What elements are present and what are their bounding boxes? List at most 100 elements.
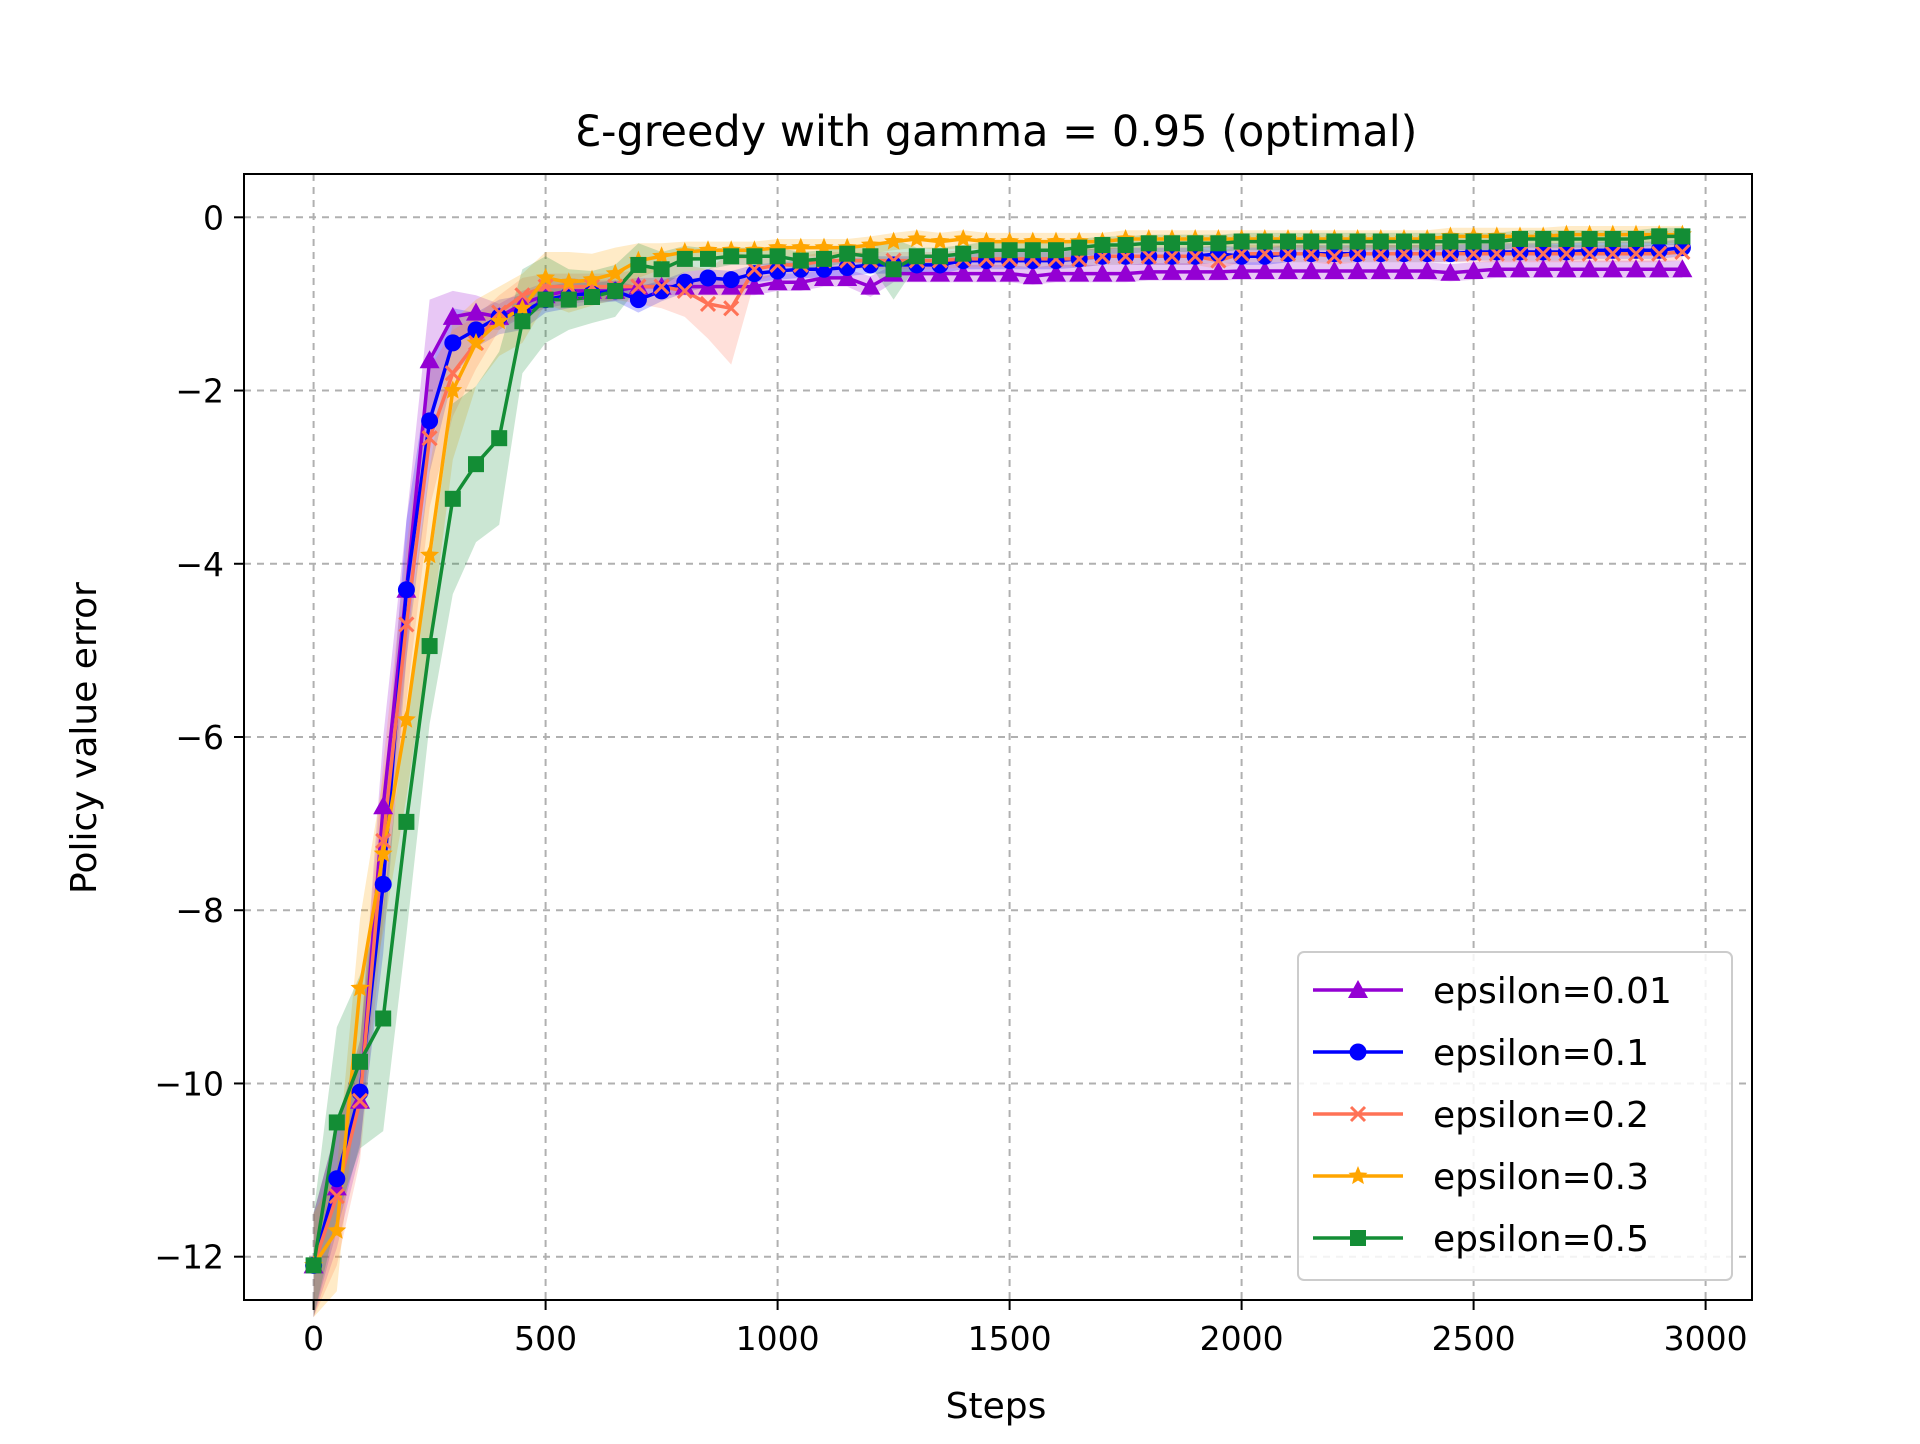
data-point-1 — [722, 271, 740, 289]
data-point-0 — [1486, 259, 1507, 278]
data-point-1 — [769, 262, 787, 280]
data-point-2 — [1674, 243, 1691, 261]
data-point-0 — [860, 276, 881, 295]
data-point-1 — [629, 291, 647, 309]
data-point-0 — [1278, 261, 1298, 280]
data-point-1 — [745, 265, 763, 283]
legend-swatch-marker — [1349, 1043, 1367, 1061]
data-point-3 — [652, 246, 672, 265]
data-point-2 — [398, 616, 415, 633]
data-point-2 — [444, 365, 461, 382]
data-point-3 — [396, 709, 416, 728]
data-point-1 — [1256, 247, 1274, 265]
data-point-4 — [1372, 233, 1389, 250]
data-point-4 — [398, 813, 415, 830]
data-point-0 — [1463, 261, 1484, 280]
data-point-4 — [1442, 233, 1459, 250]
x-tick-label: 1500 — [968, 1319, 1052, 1358]
data-point-2 — [421, 430, 438, 447]
data-point-1 — [676, 273, 694, 291]
data-point-0 — [1626, 259, 1646, 278]
data-point-4 — [1488, 233, 1505, 250]
grid-layer — [244, 174, 1752, 1300]
data-point-3 — [605, 263, 625, 282]
data-point-3 — [953, 229, 973, 248]
data-point-4 — [955, 245, 972, 262]
data-point-2 — [1604, 245, 1621, 262]
y-tick-label: −6 — [175, 718, 224, 757]
data-point-2 — [1140, 248, 1157, 265]
y-axis-title: Policy value error — [64, 582, 105, 894]
data-point-3 — [512, 298, 532, 317]
data-point-1 — [397, 581, 415, 599]
data-point-4 — [1581, 230, 1598, 247]
x-tick-label: 1000 — [736, 1319, 820, 1358]
data-point-0 — [1231, 261, 1252, 280]
data-point-3 — [907, 229, 927, 248]
data-point-0 — [1208, 261, 1229, 280]
data-point-0 — [419, 350, 440, 369]
legend-swatch-marker — [1350, 1230, 1366, 1246]
data-point-0 — [1510, 259, 1530, 278]
legend-swatch-marker — [1348, 980, 1368, 998]
data-point-4 — [932, 248, 948, 265]
data-point-4 — [1256, 233, 1273, 250]
data-point-0 — [1394, 261, 1414, 280]
data-point-0 — [999, 263, 1020, 282]
x-tick-label: 500 — [514, 1319, 577, 1358]
data-point-0 — [1417, 261, 1438, 280]
data-point-0 — [790, 272, 811, 291]
data-point-1 — [351, 1083, 369, 1101]
data-point-4 — [769, 248, 786, 265]
data-point-3 — [466, 332, 486, 351]
data-point-0 — [976, 263, 997, 282]
data-point-0 — [1138, 261, 1159, 280]
data-point-2 — [1187, 248, 1204, 265]
data-point-4 — [1001, 242, 1018, 259]
data-point-4 — [305, 1257, 322, 1274]
data-point-3 — [443, 380, 463, 399]
data-point-4 — [1628, 230, 1644, 247]
data-point-0 — [466, 302, 486, 321]
data-point-0 — [767, 272, 788, 291]
data-point-2 — [699, 295, 717, 312]
data-point-0 — [1254, 261, 1275, 280]
y-tick-label: −8 — [175, 891, 224, 930]
data-point-4 — [1094, 237, 1111, 254]
data-point-4 — [1326, 233, 1343, 250]
legend: epsilon=0.01 epsilon=0.1 epsilon=0.2 epsilo… — [1297, 951, 1733, 1281]
data-point-4 — [421, 638, 438, 655]
data-point-4 — [491, 430, 508, 447]
data-point-3 — [373, 843, 393, 862]
data-point-0 — [953, 263, 974, 282]
x-tick-label: 3000 — [1664, 1319, 1748, 1358]
data-point-4 — [1349, 233, 1366, 250]
data-point-2 — [1558, 245, 1575, 262]
data-point-3 — [930, 231, 950, 250]
data-point-4 — [978, 242, 995, 259]
data-point-4 — [1140, 235, 1157, 252]
data-point-4 — [1396, 233, 1412, 250]
data-point-0 — [1185, 261, 1206, 280]
data-point-1 — [328, 1170, 346, 1188]
data-point-2 — [1581, 245, 1598, 262]
data-point-4 — [537, 291, 554, 308]
data-point-4 — [1419, 233, 1436, 250]
data-point-4 — [560, 291, 577, 308]
y-tick-label: −2 — [175, 372, 224, 411]
legend-label: epsilon=0.1 — [1433, 1033, 1649, 1074]
data-point-4 — [723, 248, 740, 265]
data-point-4 — [1048, 242, 1064, 259]
data-point-1 — [653, 282, 671, 300]
y-tick-label: −10 — [154, 1064, 224, 1103]
data-point-2 — [676, 282, 693, 299]
data-point-1 — [421, 412, 439, 430]
legend-label: epsilon=0.01 — [1433, 971, 1672, 1012]
data-point-0 — [1672, 259, 1693, 278]
data-point-0 — [1370, 261, 1391, 280]
data-point-4 — [607, 282, 624, 299]
data-point-4 — [676, 250, 693, 267]
data-point-4 — [1303, 233, 1320, 250]
